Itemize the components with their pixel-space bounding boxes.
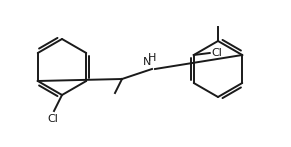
Text: Cl: Cl [212,48,223,58]
Text: Cl: Cl [47,114,58,124]
Text: N: N [143,57,151,67]
Text: H: H [148,53,156,63]
